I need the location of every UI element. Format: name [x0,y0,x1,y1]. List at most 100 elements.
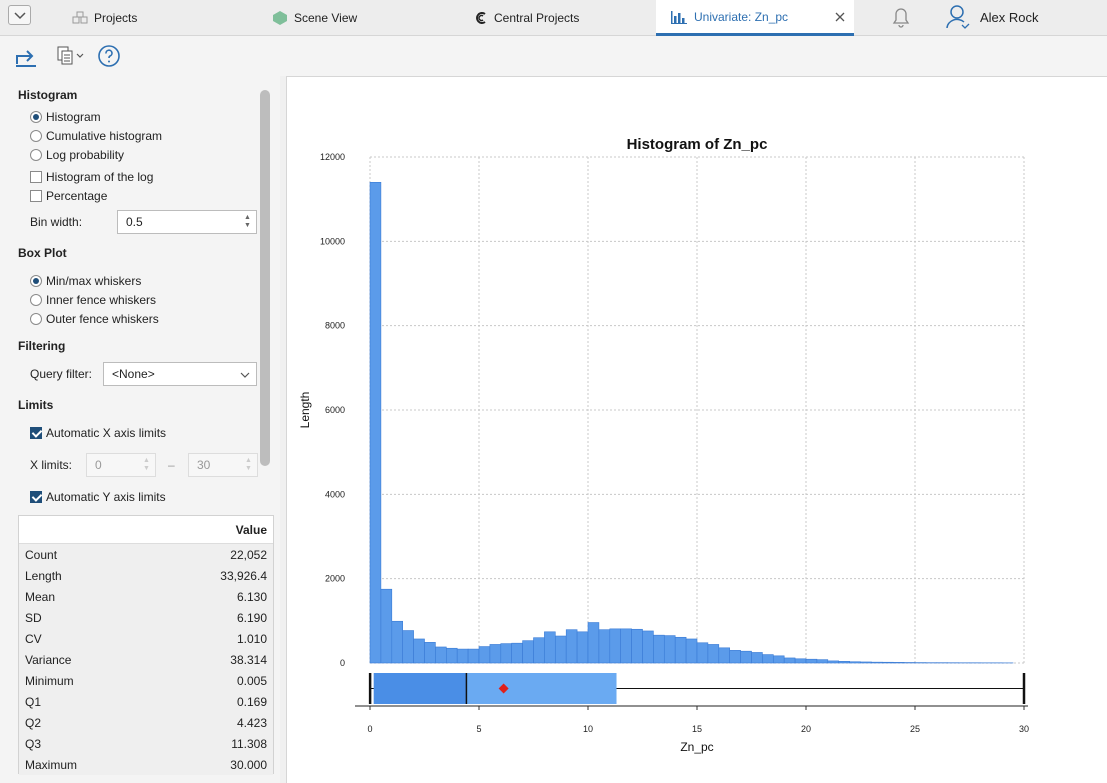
y-axis-label: Length [298,392,312,429]
bin-width-label: Bin width: [30,215,83,229]
histogram-bar [500,643,513,664]
checkbox-indicator [30,190,42,202]
y-tick-label: 10000 [320,236,345,246]
histogram-bar [881,661,894,664]
histogram-bar [860,661,872,664]
x-tick-label: 30 [1019,724,1029,734]
x-tick-label: 10 [583,724,593,734]
tab-projects[interactable]: Projects [72,0,137,36]
radio-label: Outer fence whiskers [46,312,159,326]
checkbox-histogram-of-log[interactable]: Histogram of the log [30,170,153,184]
univariate-icon [671,10,687,24]
histogram-bar [642,630,654,664]
histogram-bar [794,658,807,664]
checkbox-label: Percentage [46,189,108,203]
chevron-down-icon [240,372,250,378]
histogram-bar [565,629,578,664]
stats-row-value: 4.423 [236,715,267,730]
stats-row: Length 33,926.4 [19,565,273,586]
radio-indicator [30,149,42,161]
histogram-bar [402,630,414,664]
stats-row: CV 1.010 [19,628,273,649]
checkbox-percentage[interactable]: Percentage [30,189,107,203]
user-menu[interactable]: Alex Rock [946,2,1039,32]
stats-row: Q3 11.308 [19,733,273,754]
tab-list-dropdown[interactable] [8,5,31,25]
histogram-bar [827,660,839,664]
stats-row: Minimum 0.005 [19,670,273,691]
stats-row-name: Count [25,547,58,562]
radio-minmax-whiskers[interactable]: Min/max whiskers [30,274,141,288]
histogram-bar [435,646,447,664]
stats-row-name: Length [25,568,62,583]
checkbox-indicator [30,427,42,439]
projects-icon [72,11,88,24]
checkbox-label: Histogram of the log [46,170,154,184]
histogram-bar [653,634,665,664]
stats-row: Q2 4.423 [19,712,273,733]
chevron-down-icon [14,12,26,20]
boxplot-lower-box [373,673,467,704]
stats-row-value: 6.130 [236,589,267,604]
radio-outer-fence-whiskers[interactable]: Outer fence whiskers [30,312,159,326]
tab-univariate[interactable]: Univariate: Zn_pc [656,0,854,36]
stats-row: Q1 0.169 [19,691,273,712]
histogram-bar [707,644,720,664]
radio-label: Histogram [46,110,101,124]
copy-icon[interactable] [56,44,88,68]
histogram-bar [522,640,534,664]
boxplot-section-title: Box Plot [18,246,67,260]
radio-log-probability[interactable]: Log probability [30,148,124,162]
help-icon[interactable] [97,44,121,68]
stats-header: Value [19,516,273,544]
checkbox-indicator [30,171,42,183]
radio-cumulative-histogram[interactable]: Cumulative histogram [30,129,162,143]
query-filter-select[interactable]: <None> [103,362,257,386]
radio-label: Cumulative histogram [46,129,163,143]
histogram-bar [762,654,774,664]
histogram-bar [816,659,829,664]
histogram-bar [609,628,621,664]
tab-scene-view[interactable]: Scene View [272,0,357,36]
bell-icon[interactable] [890,5,912,29]
radio-histogram[interactable]: Histogram [30,110,101,124]
spinner-arrows-icon[interactable]: ▲ ▼ [143,457,150,472]
options-scrollbar[interactable] [260,90,270,466]
histogram-bar [631,628,643,664]
user-icon [946,5,970,29]
radio-indicator [30,294,42,306]
export-icon[interactable] [14,44,38,68]
histogram-bar [772,655,785,664]
spinner-arrows-icon[interactable]: ▲ ▼ [244,214,251,229]
panel-splitter[interactable] [280,76,286,783]
x-limits-dash: – [168,458,175,472]
stats-row-name: Q2 [25,715,42,730]
histogram-bar [674,636,687,664]
x-min-input[interactable]: 0 ▲ ▼ [86,453,156,477]
stats-row-name: Maximum [25,757,78,772]
spinner-arrows-icon[interactable]: ▲ ▼ [245,457,252,472]
radio-label: Inner fence whiskers [46,293,157,307]
checkbox-auto-y-limits[interactable]: Automatic Y axis limits [30,490,166,504]
tab-label: Scene View [294,11,358,25]
close-icon[interactable] [834,11,846,23]
tab-central-projects[interactable]: Central Projects [474,0,579,36]
bin-width-input[interactable]: 0.5 ▲ ▼ [117,210,257,234]
histogram-bar [871,661,883,664]
stats-row-value: 11.308 [231,736,267,751]
chart-area: Histogram of Zn_pc 0 2000 4000 6000 8000 10000… [286,76,1107,783]
radio-label: Log probability [46,148,125,162]
x-tick-label: 25 [910,724,920,734]
histogram-bar [598,629,611,664]
stats-row: Mean 6.130 [19,586,273,607]
x-tick-label: 0 [367,724,372,734]
histogram-bar [903,662,916,664]
radio-inner-fence-whiskers[interactable]: Inner fence whiskers [30,293,156,307]
checkbox-auto-x-limits[interactable]: Automatic X axis limits [30,426,166,440]
tab-label: Central Projects [494,11,580,25]
radio-indicator [30,275,42,287]
histogram-bar [391,620,404,664]
histogram-bar [838,661,850,664]
x-max-input[interactable]: 30 ▲ ▼ [188,453,258,477]
histogram-bar [685,638,698,664]
